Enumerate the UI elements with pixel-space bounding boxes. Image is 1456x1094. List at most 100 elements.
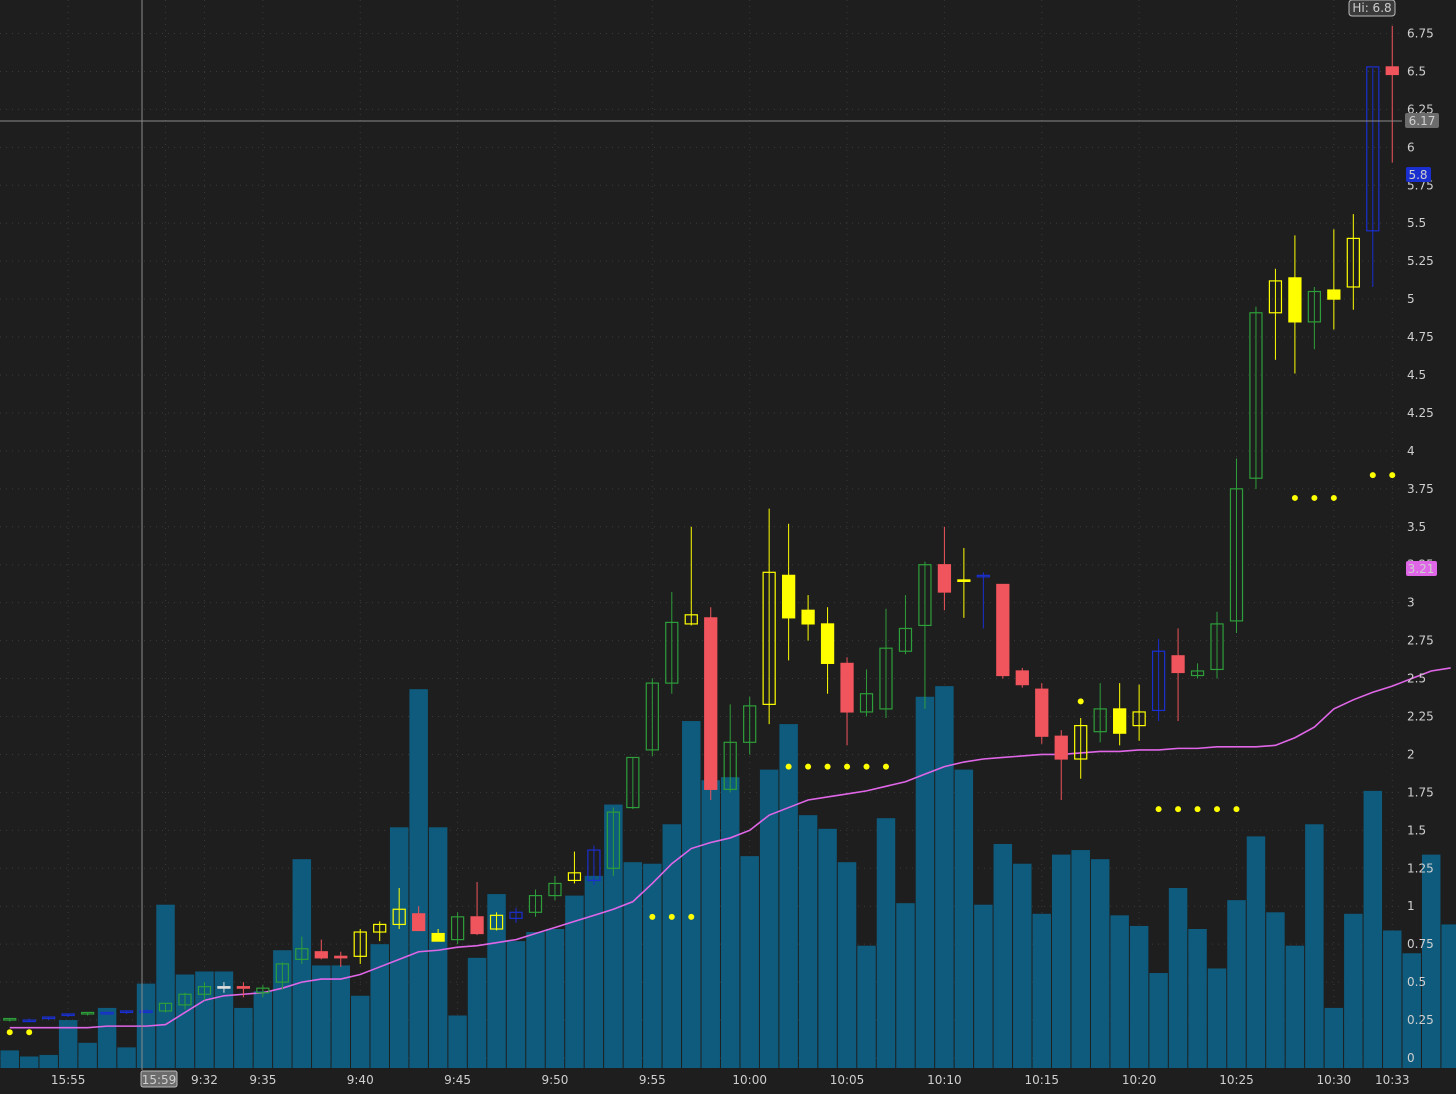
volume-bar: [740, 856, 759, 1068]
volume-bar: [175, 974, 195, 1068]
candle: [100, 1011, 114, 1015]
candle-body: [275, 963, 289, 983]
candle-body: [334, 955, 348, 959]
signal-dot: [668, 913, 675, 920]
candle-body: [1035, 688, 1049, 737]
candle-body: [665, 621, 679, 684]
x-axis: 15:55 9:32 9:35 9:40 9:45 9:50 9:55 10:00 10:05 1…: [51, 1073, 1410, 1087]
candle: [937, 526, 952, 611]
signal-dot: [1233, 806, 1240, 813]
x-tick-label: 10:10: [927, 1073, 962, 1087]
volume-bar: [1285, 945, 1305, 1068]
candle-body: [548, 882, 562, 897]
volume-bar: [818, 828, 837, 1068]
x-tick-label: 9:35: [249, 1073, 276, 1087]
candle: [392, 888, 406, 929]
candle-body: [684, 614, 698, 625]
y-tick-label: 1.25: [1407, 861, 1434, 875]
signal-dot: [1330, 494, 1337, 501]
candle-body: [723, 741, 737, 790]
candle: [1249, 306, 1263, 489]
volume-bar: [993, 843, 1013, 1068]
volume-bar: [1110, 915, 1129, 1068]
candle: [22, 1018, 36, 1023]
candle: [197, 982, 212, 1001]
y-tick-label: 5.5: [1407, 216, 1426, 230]
crosshair: [0, 0, 1402, 1070]
candle: [801, 595, 815, 641]
volume-bar: [798, 815, 818, 1068]
candle: [1307, 286, 1322, 350]
candle: [158, 1002, 173, 1013]
candle: [567, 851, 582, 884]
volume-bars: [0, 686, 1456, 1068]
candle: [373, 921, 387, 942]
candle-body: [1190, 670, 1205, 677]
moving-average-line: [9, 667, 1451, 1029]
volume-bar: [1013, 863, 1032, 1068]
volume-bar: [720, 777, 740, 1068]
candle-body: [256, 987, 270, 994]
y-tick-label: 2: [1407, 747, 1415, 761]
x-tick-label: 10:25: [1219, 1073, 1254, 1087]
volume-bar: [1266, 912, 1285, 1068]
volume-bar: [584, 875, 604, 1068]
x-tick-label: 10:05: [830, 1073, 865, 1087]
candle-body: [1015, 670, 1029, 686]
candle-body: [1366, 66, 1380, 232]
volume-bar: [662, 824, 682, 1068]
volume-bar: [779, 724, 798, 1068]
candle: [334, 951, 348, 967]
y-tick-label: 0.25: [1407, 1013, 1434, 1027]
volume-bar: [39, 1054, 58, 1068]
candle-body: [801, 609, 815, 625]
candle-body: [509, 911, 523, 919]
candle-body: [1346, 237, 1360, 288]
y-tick-label: 4: [1407, 444, 1415, 458]
signal-dot: [1214, 806, 1221, 813]
candle-body: [236, 986, 251, 989]
candle: [1093, 683, 1107, 743]
signal-dot: [1291, 494, 1298, 501]
volume-bar: [487, 894, 506, 1068]
y-tick-label: 1.75: [1407, 785, 1434, 799]
signal-dot: [1389, 472, 1396, 479]
candle-body: [353, 931, 367, 957]
candle-body: [626, 756, 640, 809]
candle: [645, 678, 659, 756]
candle-body: [100, 1011, 114, 1015]
candle-body: [567, 872, 582, 882]
candle: [217, 982, 231, 993]
candle: [1366, 66, 1380, 287]
volume-bar: [58, 1020, 78, 1068]
volume-bar: [1344, 913, 1363, 1068]
candle-body: [489, 914, 504, 930]
candle: [1190, 663, 1205, 679]
volume-bar: [1441, 924, 1456, 1068]
volume-bar: [117, 1047, 136, 1068]
candle: [918, 561, 932, 709]
candle-body: [1249, 312, 1263, 479]
ma-value-label: 3.21: [1408, 562, 1435, 576]
candle: [1210, 611, 1224, 679]
candle-body: [820, 623, 835, 664]
volume-bar: [1402, 953, 1421, 1068]
volume-bar: [623, 862, 643, 1068]
candle: [509, 907, 523, 923]
candle-body: [314, 951, 328, 959]
volume-bar: [974, 904, 993, 1068]
candle: [606, 807, 621, 876]
candle: [762, 508, 776, 725]
x-tick-label: 9:45: [444, 1073, 471, 1087]
candle-body: [1385, 66, 1399, 76]
candle-body: [1151, 650, 1166, 712]
volume-bar: [935, 686, 954, 1068]
volume-bar: [370, 944, 389, 1068]
candle: [1151, 639, 1166, 722]
y-tick-label: 6.75: [1407, 27, 1434, 41]
candle-body: [42, 1016, 56, 1020]
volume-bar: [643, 863, 662, 1068]
signal-dot: [26, 1029, 33, 1036]
candle: [80, 1011, 95, 1016]
